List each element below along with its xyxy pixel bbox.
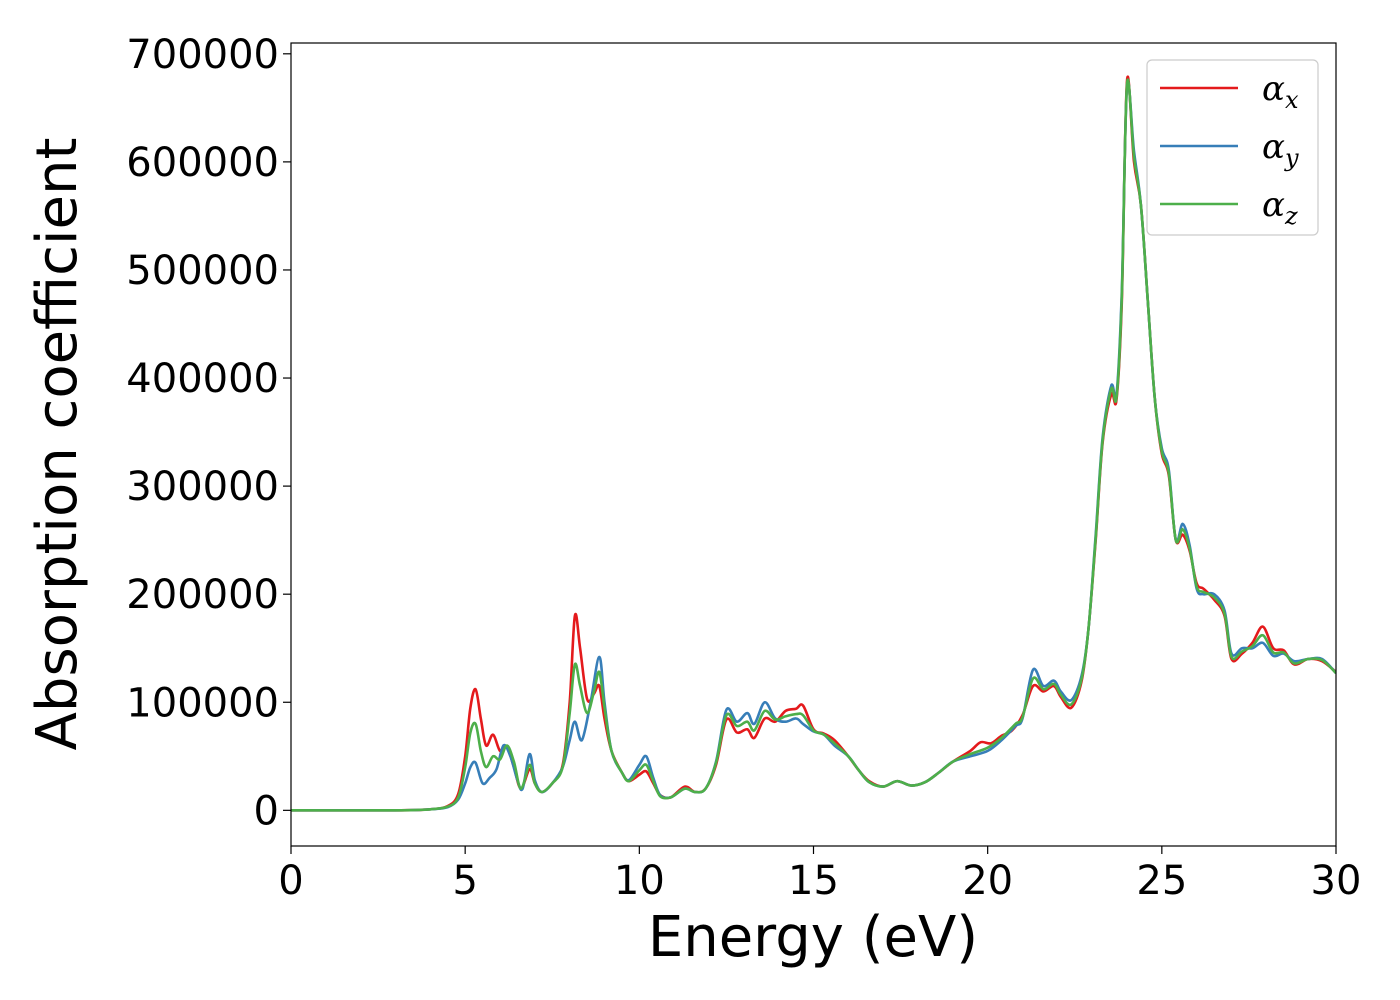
y-tick-label: 0 <box>254 788 279 834</box>
legend-label-z: αz <box>1262 185 1298 230</box>
legend-symbol: α <box>1262 127 1285 167</box>
legend-symbol: α <box>1262 185 1285 225</box>
series-line-z <box>291 78 1336 812</box>
y-tick-label: 100000 <box>126 680 279 726</box>
x-tick-label: 20 <box>962 858 1013 904</box>
x-tick-label: 0 <box>278 858 303 904</box>
x-axis-title: Energy (eV) <box>648 905 978 970</box>
y-tick-label: 200000 <box>126 572 279 618</box>
legend-label-y: αy <box>1262 127 1299 172</box>
legend-subscript: z <box>1284 202 1298 230</box>
legend-label-x: αx <box>1262 69 1299 114</box>
y-axis: 0 100000 200000 300000 400000 500000 600000 700… <box>126 32 291 834</box>
y-tick-label: 700000 <box>126 32 279 78</box>
legend-subscript: y <box>1284 144 1299 172</box>
x-tick-label: 15 <box>788 858 839 904</box>
legend-box <box>1146 59 1319 236</box>
y-tick-label: 600000 <box>126 140 279 186</box>
plot-area <box>291 75 1336 812</box>
y-tick-label: 400000 <box>126 356 279 402</box>
x-tick-label: 25 <box>1136 858 1187 904</box>
x-tick-label: 30 <box>1311 858 1362 904</box>
legend-subscript: x <box>1285 86 1299 114</box>
legend-symbol: α <box>1262 69 1285 109</box>
x-tick-label: 10 <box>614 858 665 904</box>
x-axis: 0 5 10 15 20 25 30 <box>278 846 1361 904</box>
y-tick-label: 500000 <box>126 248 279 294</box>
y-axis-title: Absorption coefficient <box>25 138 90 751</box>
x-tick-label: 5 <box>452 858 477 904</box>
y-tick-label: 300000 <box>126 464 279 510</box>
